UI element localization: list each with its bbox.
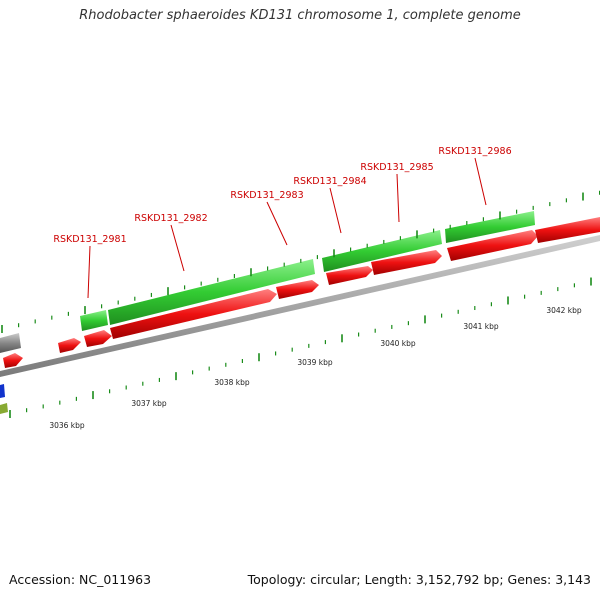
kbp-label-3041: 3041 kbp (463, 322, 499, 331)
kbp-label-3038: 3038 kbp (214, 378, 250, 387)
gene-rskd131-2981 (80, 310, 108, 331)
label-leader-line (266, 201, 288, 246)
topology-summary: Topology: circular; Length: 3,152,792 bp… (247, 572, 591, 587)
gene-label-rskd131-2983: RSKD131_2983 (230, 190, 303, 201)
olive-feature (0, 403, 8, 414)
gray-feature (0, 333, 21, 353)
label-leader-line (170, 224, 185, 272)
gene-label-rskd131-2985: RSKD131_2985 (360, 162, 433, 173)
gene-label-leaders (87, 157, 487, 299)
accession-text: Accession: NC_011963 (9, 572, 152, 587)
label-leader-line (396, 173, 400, 223)
gene-rskd131-2982-block (108, 259, 315, 325)
tick-marks-outer (9, 277, 592, 418)
gene-red-b (84, 330, 112, 347)
sequence-backbone (0, 235, 600, 377)
gene-red-e (326, 266, 373, 285)
gene-rskd131-2984 (322, 230, 442, 272)
gene-red-d (276, 280, 319, 299)
gene-rskd131-2986 (445, 211, 535, 243)
kbp-label-3039: 3039 kbp (297, 358, 333, 367)
kbp-label-3036: 3036 kbp (49, 421, 85, 430)
gene-label-rskd131-2982: RSKD131_2982 (134, 213, 207, 224)
kbp-label-3042: 3042 kbp (546, 306, 582, 315)
gene-labels: RSKD131_2981 RSKD131_2982 RSKD131_2983 R… (53, 146, 511, 245)
tick-marks-inner (1, 190, 600, 333)
gene-red-left (3, 353, 23, 368)
gene-label-rskd131-2984: RSKD131_2984 (293, 176, 366, 187)
gene-red-a (58, 338, 81, 353)
map-title: Rhodobacter sphaeroides KD131 chromosome… (79, 8, 521, 23)
kbp-label-3037: 3037 kbp (131, 399, 167, 408)
gene-red-c (110, 289, 277, 339)
forward-genes (80, 211, 535, 331)
kbp-label-3040: 3040 kbp (380, 339, 416, 348)
label-leader-line (474, 157, 487, 206)
gene-red-g (447, 230, 538, 261)
gene-label-rskd131-2986: RSKD131_2986 (438, 146, 511, 157)
label-leader-line (87, 245, 91, 299)
kbp-labels: 3036 kbp 3037 kbp 3038 kbp 3039 kbp 3040… (49, 306, 582, 430)
blue-feature (0, 384, 5, 398)
gene-label-rskd131-2981: RSKD131_2981 (53, 234, 126, 245)
gene-red-f (371, 250, 442, 275)
label-leader-line (329, 187, 342, 234)
gene-red-h (535, 217, 600, 243)
reverse-genes (3, 217, 600, 368)
